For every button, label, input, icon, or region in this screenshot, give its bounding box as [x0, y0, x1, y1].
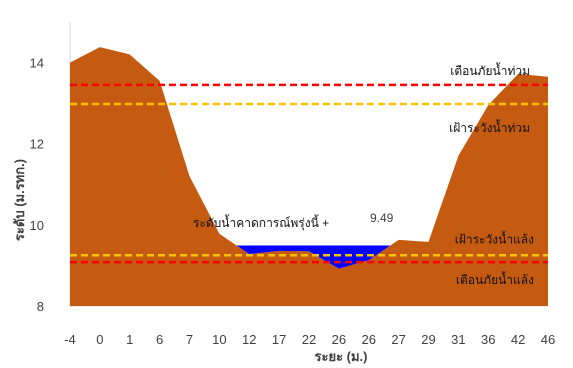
- x-axis-title: ระยะ (ม.): [314, 349, 367, 364]
- x-tick-label: 26: [362, 332, 376, 347]
- y-tick-label: 12: [30, 137, 44, 152]
- plot-area: เตือนภัยน้ำท่วมเฝ้าระวังน้ำท่วมเฝ้าระวัง…: [69, 22, 548, 307]
- x-tick-label: 10: [212, 332, 226, 347]
- x-tick-label: 1: [126, 332, 133, 347]
- y-tick-label: 10: [30, 218, 44, 233]
- x-tick-label: 26: [332, 332, 346, 347]
- x-tick-label: -4: [64, 332, 76, 347]
- x-tick-label: 46: [541, 332, 555, 347]
- ground-profile-area: [70, 47, 548, 307]
- reference-label-drought-warning: เตือนภัยน้ำแล้ง: [456, 271, 534, 287]
- reference-label-flood-warning: เตือนภัยน้ำท่วม: [450, 62, 530, 78]
- y-axis-title: ระดับ (ม.รทก.): [12, 159, 27, 241]
- y-tick-label: 8: [37, 299, 44, 314]
- forecast-value: 9.49: [370, 211, 394, 225]
- x-tick-label: 6: [156, 332, 163, 347]
- x-axis: -4 0 1 6 7 10 12 17 22 26 26 27 29 31 36 42 46 ระยะ (ม.): [64, 332, 555, 364]
- x-tick-label: 27: [391, 332, 405, 347]
- x-tick-label: 22: [302, 332, 316, 347]
- y-tick-label: 14: [30, 56, 44, 71]
- x-tick-label: 36: [481, 332, 495, 347]
- x-tick-label: 31: [451, 332, 465, 347]
- reference-label-flood-watch: เฝ้าระวังน้ำท่วม: [449, 119, 530, 135]
- x-tick-label: 0: [96, 332, 103, 347]
- x-tick-label: 42: [511, 332, 525, 347]
- reference-label-drought-watch: เฝ้าระวังน้ำแล้ง: [455, 230, 534, 246]
- x-tick-label: 29: [421, 332, 435, 347]
- x-tick-label: 17: [272, 332, 286, 347]
- reference-labels: เตือนภัยน้ำท่วมเฝ้าระวังน้ำท่วมเฝ้าระวัง…: [449, 62, 534, 287]
- y-tick-labels: 8 10 12 14: [30, 56, 44, 314]
- x-tick-label: 7: [186, 332, 193, 347]
- reference-lines: [70, 83, 548, 264]
- x-tick-label: 12: [242, 332, 256, 347]
- forecast-label: ระดับน้ำคาดการณ์พรุ่งนี้ +: [193, 214, 329, 231]
- y-axis: 8 10 12 14 ระดับ (ม.รทก.): [12, 56, 44, 314]
- x-tick-labels: -4 0 1 6 7 10 12 17 22 26 26 27 29 31 36 42 46: [64, 332, 555, 347]
